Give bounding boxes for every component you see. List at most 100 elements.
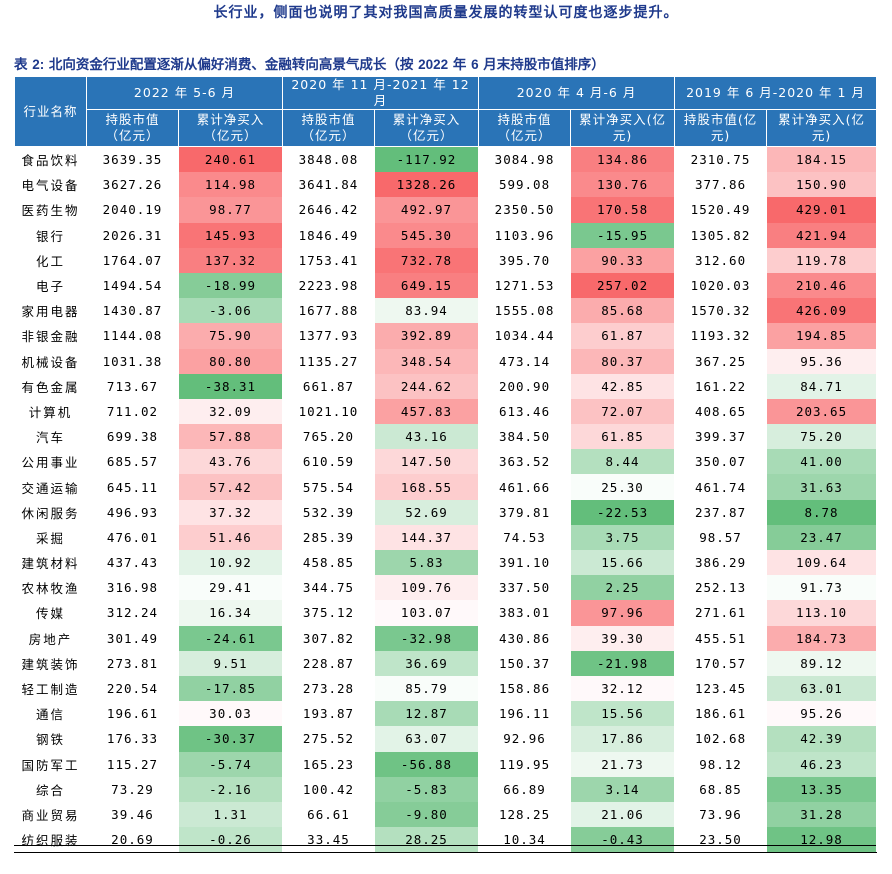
industry-cell: 非银金融 xyxy=(14,323,87,349)
table-row: 公用事业 685.57 43.76 610.59 147.50 363.52 8.44 350… xyxy=(14,449,878,475)
holding-value-cell: 711.02 xyxy=(86,398,179,425)
holding-value-cell: 316.98 xyxy=(86,575,179,601)
holding-value-cell: 399.37 xyxy=(674,424,768,450)
holding-value-cell: 66.61 xyxy=(282,801,375,828)
table-row: 通信 196.61 30.03 193.87 12.87 196.11 15.56 186.6… xyxy=(14,701,878,727)
net-buy-cell: 63.07 xyxy=(373,726,480,752)
holding-value-cell: 100.42 xyxy=(282,776,375,802)
holding-value-cell: 1570.32 xyxy=(674,298,768,324)
caption-text: 北向资金行业配置逐渐从偏好消费、金融转向高景气成长（按 xyxy=(48,57,414,73)
holding-value-cell: 73.29 xyxy=(86,776,179,802)
net-buy-cell: 203.65 xyxy=(766,398,878,425)
net-buy-cell: -9.80 xyxy=(373,801,480,828)
table-row: 建筑装饰 273.81 9.51 228.87 36.69 150.37 -21.98 170… xyxy=(14,650,878,676)
holding-value-cell: 3848.08 xyxy=(282,146,375,173)
holding-value-cell: 379.81 xyxy=(478,499,572,525)
net-buy-cell: 36.69 xyxy=(373,650,480,676)
holding-value-cell: 765.20 xyxy=(282,424,375,450)
net-buy-cell: 85.79 xyxy=(373,675,480,702)
net-buy-cell: 114.98 xyxy=(178,172,283,198)
net-buy-cell: 95.26 xyxy=(766,701,878,727)
industry-cell: 传媒 xyxy=(14,600,87,626)
caption-year: 2022 xyxy=(418,57,449,72)
net-buy-cell: 147.50 xyxy=(373,449,480,475)
net-buy-cell: -15.95 xyxy=(570,222,676,248)
net-buy-cell: 109.76 xyxy=(373,575,480,601)
holding-value-cell: 312.60 xyxy=(674,247,768,273)
holding-value-cell: 3639.35 xyxy=(86,146,179,173)
holding-value-cell: 119.95 xyxy=(478,751,572,777)
industry-cell: 采掘 xyxy=(14,524,87,550)
net-buy-cell: -32.98 xyxy=(373,625,480,651)
caption-tail: 月末持股市值排序） xyxy=(483,57,605,73)
net-buy-cell: 83.94 xyxy=(373,298,480,324)
net-buy-cell: -24.61 xyxy=(178,625,283,651)
net-buy-cell: 257.02 xyxy=(570,272,676,299)
industry-cell: 建筑材料 xyxy=(14,550,87,576)
net-buy-cell: 16.34 xyxy=(178,600,283,626)
period-header: 2020 年 4 月-6 月 xyxy=(478,76,676,110)
holding-value-cell: 383.01 xyxy=(478,600,572,626)
net-buy-cell: 184.15 xyxy=(766,146,878,173)
holding-value-cell: 661.87 xyxy=(282,373,375,399)
table-row: 化工 1764.07 137.32 1753.41 732.78 395.70 90.33 3… xyxy=(14,247,878,273)
holding-value-cell: 150.37 xyxy=(478,650,572,676)
holding-value-cell: 2350.50 xyxy=(478,197,572,223)
net-buy-cell: 61.85 xyxy=(570,424,676,450)
net-buy-cell: 421.94 xyxy=(766,222,878,248)
net-buy-cell: 39.30 xyxy=(570,625,676,651)
industry-cell: 轻工制造 xyxy=(14,675,87,702)
net-buy-cell: 3.14 xyxy=(570,776,676,802)
net-buy-cell: 28.25 xyxy=(373,827,480,854)
net-buy-cell: 89.12 xyxy=(766,650,878,676)
table-row: 食品饮料 3639.35 240.61 3848.08 -117.92 3084.98 13… xyxy=(14,146,878,173)
industry-cell: 电气设备 xyxy=(14,172,87,198)
holding-value-cell: 176.33 xyxy=(86,726,179,752)
net-buy-cell: 21.73 xyxy=(570,751,676,777)
holding-value-cell: 363.52 xyxy=(478,449,572,475)
holding-value-cell: 228.87 xyxy=(282,650,375,676)
holding-value-cell: 1677.88 xyxy=(282,298,375,324)
holding-value-cell: 23.50 xyxy=(674,827,768,854)
net-buy-cell: 392.89 xyxy=(373,323,480,349)
holding-value-cell: 1021.10 xyxy=(282,398,375,425)
net-buy-cell: 29.41 xyxy=(178,575,283,601)
holding-value-cell: 3084.98 xyxy=(478,146,572,173)
holding-value-cell: 476.01 xyxy=(86,524,179,550)
holding-value-cell: 391.10 xyxy=(478,550,572,576)
table-row: 医药生物 2040.19 98.77 2646.42 492.97 2350.50 170.… xyxy=(14,197,878,223)
net-buy-cell: 145.93 xyxy=(178,222,283,248)
net-buy-cell: 12.98 xyxy=(766,827,878,854)
net-buy-header: 累计净买入(亿 元) xyxy=(570,109,676,147)
table-row: 银行 2026.31 145.93 1846.49 545.30 1103.96 -15.9… xyxy=(14,222,878,248)
net-buy-cell: 72.07 xyxy=(570,398,676,425)
net-buy-cell: 649.15 xyxy=(373,272,480,299)
holding-value-cell: 196.11 xyxy=(478,701,572,727)
industry-cell: 商业贸易 xyxy=(14,801,87,828)
industry-cell: 食品饮料 xyxy=(14,146,87,173)
holding-value-cell: 161.22 xyxy=(674,373,768,399)
period-header: 2022 年 5-6 月 xyxy=(86,76,283,110)
holding-value-cell: 1144.08 xyxy=(86,323,179,349)
holding-value-cell: 1377.93 xyxy=(282,323,375,349)
industry-cell: 医药生物 xyxy=(14,197,87,223)
caption-month: 6 xyxy=(471,57,479,72)
net-buy-cell: 52.69 xyxy=(373,499,480,525)
holding-value-cell: 271.61 xyxy=(674,600,768,626)
industry-cell: 交通运输 xyxy=(14,474,87,500)
net-buy-cell: 80.37 xyxy=(570,348,676,374)
holding-value-cell: 10.34 xyxy=(478,827,572,854)
holding-value-cell: 165.23 xyxy=(282,751,375,777)
holding-value-cell: 73.96 xyxy=(674,801,768,828)
holding-value-cell: 237.87 xyxy=(674,499,768,525)
net-buy-cell: 9.51 xyxy=(178,650,283,676)
industry-cell: 建筑装饰 xyxy=(14,650,87,676)
net-buy-cell: 348.54 xyxy=(373,348,480,374)
holding-value-cell: 273.28 xyxy=(282,675,375,702)
holding-value-cell: 102.68 xyxy=(674,726,768,752)
net-buy-cell: 8.78 xyxy=(766,499,878,525)
holding-value-cell: 98.57 xyxy=(674,524,768,550)
table-row: 家用电器 1430.87 -3.06 1677.88 83.94 1555.08 85.68… xyxy=(14,298,878,324)
net-buy-header: 累计净买入(亿 元) xyxy=(766,109,878,147)
net-buy-header: 累计净买入 （亿元） xyxy=(373,109,480,147)
